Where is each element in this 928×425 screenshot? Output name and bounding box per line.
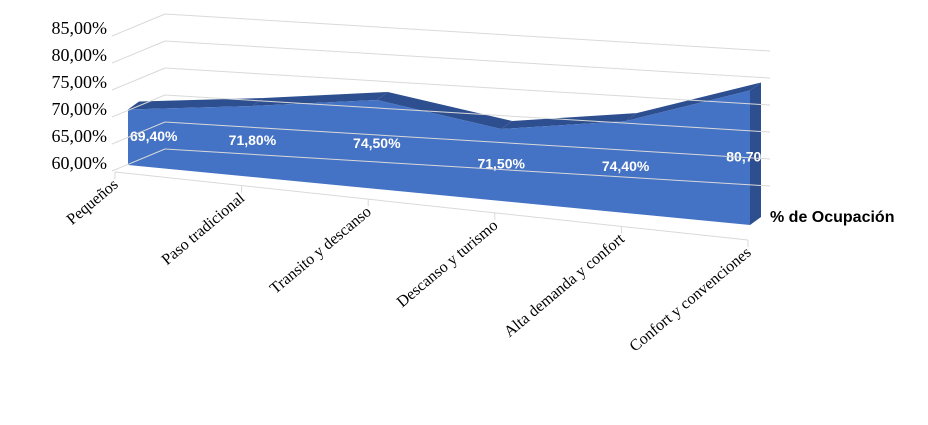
grid-line [111,121,166,145]
grid-line [111,94,166,118]
grid-line [164,13,771,52]
y-tick-label: 85,00% [52,18,108,38]
data-label: 71,80% [229,132,277,148]
y-tick-label: 70,00% [52,99,108,119]
area-top [128,97,264,110]
grid-line [164,94,771,133]
area-top [376,91,513,130]
y-tick-label: 65,00% [52,126,108,146]
x-tick-label: Paso tradicional [159,189,249,268]
x-tick-label: Alta demanda y confort [501,230,628,341]
plot-area: 69,40% 71,80% 74,50% 71,50% 74,40% 80,70% [128,82,774,225]
grid-line [111,40,166,64]
x-tick-label: Confort y convenciones [627,244,755,355]
grid-line [164,67,771,106]
x-tick-label: Descanso y turismo [394,217,502,311]
data-label: 74,40% [602,158,650,174]
area [128,90,750,225]
grid-line [164,121,771,160]
data-label: 69,40% [130,128,178,144]
x-tick-label: Transito y descanso [267,203,375,297]
area-top [501,113,637,130]
grid-line [111,148,166,172]
grid-line [164,40,771,79]
x-axis [114,171,749,241]
y-tick-label: 80,00% [52,45,108,65]
grid-line [164,148,771,187]
legend-label: % de Ocupación [770,209,894,226]
area-side [750,82,761,225]
y-tick-label: 60,00% [52,153,108,173]
grid-line [111,13,166,37]
y-tick-label: 75,00% [52,72,108,92]
grid-line [111,67,166,91]
data-label: 74,50% [353,135,401,151]
x-tick-label: Pequeños [64,176,122,228]
data-label: 71,50% [477,156,525,172]
data-label: 80,70% [726,148,774,164]
area-top [625,82,761,122]
